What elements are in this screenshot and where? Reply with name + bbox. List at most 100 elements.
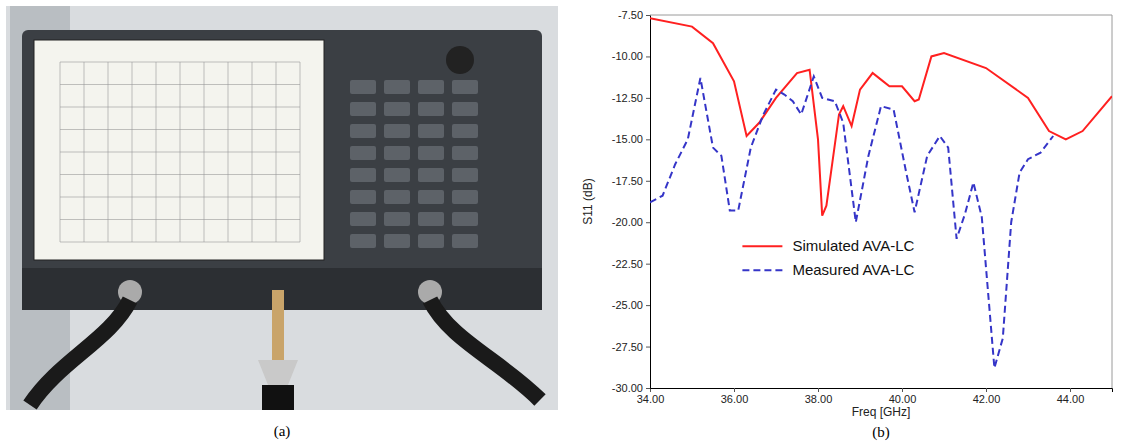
tick-mark xyxy=(1070,388,1071,392)
key xyxy=(418,102,444,116)
caption-b: (b) xyxy=(872,424,890,441)
tick-label: -22.50 xyxy=(612,258,643,270)
tick-label: 40.00 xyxy=(889,393,917,405)
series-line xyxy=(650,76,1053,368)
screen-grid-line xyxy=(60,84,300,85)
knob xyxy=(446,46,474,74)
key xyxy=(350,146,376,160)
tick-mark xyxy=(646,264,650,265)
legend-label: Simulated AVA-LC xyxy=(792,237,914,254)
tick-label: 44.00 xyxy=(1057,393,1085,405)
tick-label: 42.00 xyxy=(973,393,1001,405)
legend-entry: Simulated AVA-LC xyxy=(742,237,914,254)
tick-mark xyxy=(646,305,650,306)
tick: -17.50 xyxy=(612,175,650,187)
tick: -27.50 xyxy=(612,341,650,353)
key xyxy=(418,190,444,204)
tick-mark xyxy=(734,388,735,392)
tick: -30.00 xyxy=(612,382,650,394)
tick-mark xyxy=(646,98,650,99)
tick: -12.50 xyxy=(612,92,650,104)
tick: 42.00 xyxy=(973,388,1001,405)
key xyxy=(418,168,444,182)
tick-label: -20.00 xyxy=(612,216,643,228)
legend-swatch xyxy=(742,245,782,247)
key xyxy=(418,234,444,248)
tick: -15.00 xyxy=(612,133,650,145)
frame-top xyxy=(650,15,1112,16)
key xyxy=(452,146,478,160)
tick-mark xyxy=(986,388,987,392)
tick-mark xyxy=(646,181,650,182)
tick-mark xyxy=(818,388,819,392)
photo-background xyxy=(6,6,558,410)
panel-a: (a) xyxy=(6,6,558,440)
key xyxy=(384,146,410,160)
antenna-mount xyxy=(258,360,298,385)
key xyxy=(418,146,444,160)
key xyxy=(384,168,410,182)
tick-label: -17.50 xyxy=(612,175,643,187)
key xyxy=(418,80,444,94)
tick-mark xyxy=(646,222,650,223)
tick-label: -15.00 xyxy=(612,133,643,145)
tick-label: 36.00 xyxy=(721,393,749,405)
key xyxy=(452,102,478,116)
key xyxy=(350,168,376,182)
tick-label: -25.00 xyxy=(612,299,643,311)
key xyxy=(452,190,478,204)
legend-label: Measured AVA-LC xyxy=(792,261,914,278)
key xyxy=(350,102,376,116)
axis-line xyxy=(646,16,651,389)
x-axis: 34.00 36.00 38.00 40.00 42.00 44.00 xyxy=(637,388,1113,405)
plot-area xyxy=(650,18,1112,368)
caption-a: (a) xyxy=(274,423,291,440)
antenna-feed xyxy=(272,290,284,360)
screen-grid-line xyxy=(60,62,300,63)
cable-1 xyxy=(30,300,130,405)
key xyxy=(384,80,410,94)
axis-line xyxy=(651,389,1113,393)
screen-grid-line xyxy=(60,219,300,220)
key xyxy=(384,102,410,116)
legend-swatch xyxy=(742,269,782,271)
tick: -20.00 xyxy=(612,216,650,228)
screen-grid-line xyxy=(60,174,300,175)
legend: Simulated AVA-LC Measured AVA-LC xyxy=(742,237,914,278)
tick-label: -27.50 xyxy=(612,341,643,353)
tick-label: 34.00 xyxy=(637,393,665,405)
key xyxy=(452,168,478,182)
tick: -25.00 xyxy=(612,299,650,311)
tick-label: -12.50 xyxy=(612,92,643,104)
y-axis-title: S11 (dB) xyxy=(581,178,595,224)
tick-mark xyxy=(646,347,650,348)
screen-grid xyxy=(60,62,300,242)
tick: -7.50 xyxy=(618,9,650,21)
key xyxy=(452,212,478,226)
key xyxy=(452,124,478,138)
key xyxy=(384,212,410,226)
tick-mark xyxy=(646,388,650,389)
tick-mark xyxy=(902,388,903,392)
tick-mark xyxy=(646,139,650,140)
screen-grid-line xyxy=(60,129,300,130)
key xyxy=(418,124,444,138)
key xyxy=(452,234,478,248)
instrument-body xyxy=(22,30,542,310)
x-axis-title: Freq [GHz] xyxy=(852,405,911,419)
tick-mark xyxy=(646,56,650,57)
tick: 36.00 xyxy=(721,388,749,405)
figure: (a) 34.00 36.00 38.00 40.00 42.00 44.00 -7.50 -1… xyxy=(0,0,1122,443)
tick-label: -7.50 xyxy=(618,9,643,21)
key xyxy=(350,234,376,248)
screen-grid-line xyxy=(60,152,300,153)
key xyxy=(384,190,410,204)
tick: 38.00 xyxy=(805,388,833,405)
screen-grid-line xyxy=(60,197,300,198)
keypad xyxy=(350,80,478,248)
key xyxy=(350,190,376,204)
series-line xyxy=(650,18,1112,215)
instrument-screen xyxy=(34,40,324,260)
tick-label: 38.00 xyxy=(805,393,833,405)
screen-grid-line xyxy=(60,107,300,108)
